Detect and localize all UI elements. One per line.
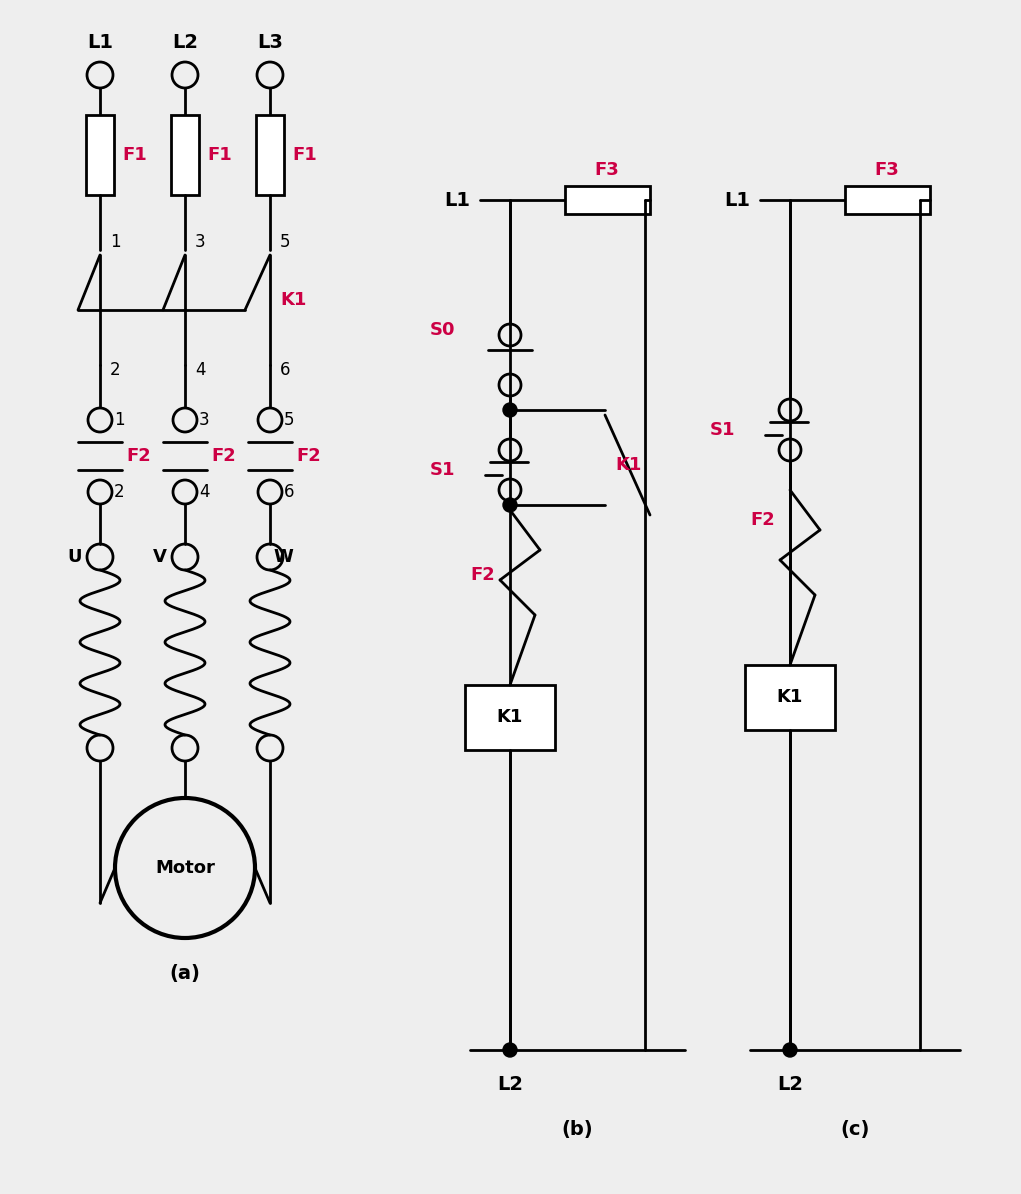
Bar — [465, 685, 555, 750]
Text: L2: L2 — [777, 1076, 803, 1095]
Text: K1: K1 — [280, 291, 306, 309]
Circle shape — [503, 498, 517, 512]
Text: (a): (a) — [169, 964, 200, 983]
Text: L2: L2 — [497, 1076, 523, 1095]
Text: F2: F2 — [126, 447, 151, 464]
Text: 2: 2 — [110, 361, 120, 378]
Text: F1: F1 — [121, 146, 147, 164]
Text: F3: F3 — [594, 161, 620, 179]
Text: 6: 6 — [280, 361, 291, 378]
Text: S1: S1 — [430, 461, 455, 479]
Text: 3: 3 — [199, 411, 209, 429]
Text: 5: 5 — [284, 411, 294, 429]
Text: K1: K1 — [615, 456, 641, 474]
Circle shape — [503, 1044, 517, 1057]
Text: K1: K1 — [497, 708, 523, 726]
Text: K1: K1 — [777, 688, 804, 706]
Text: 1: 1 — [110, 233, 120, 251]
Text: F3: F3 — [875, 161, 900, 179]
Text: 3: 3 — [195, 233, 205, 251]
Text: 2: 2 — [114, 484, 125, 501]
Circle shape — [783, 1044, 797, 1057]
Text: U: U — [67, 548, 82, 566]
Text: W: W — [273, 548, 293, 566]
Text: L2: L2 — [172, 32, 198, 51]
Text: 5: 5 — [280, 233, 291, 251]
Text: L1: L1 — [724, 191, 750, 209]
Text: F2: F2 — [471, 566, 495, 584]
Text: 1: 1 — [114, 411, 125, 429]
Text: L3: L3 — [257, 32, 283, 51]
Text: 4: 4 — [199, 484, 209, 501]
Text: F2: F2 — [211, 447, 236, 464]
Bar — [745, 665, 835, 730]
Bar — [565, 186, 650, 214]
Text: Motor: Motor — [155, 858, 215, 878]
Text: S0: S0 — [430, 321, 455, 339]
Text: (c): (c) — [840, 1120, 870, 1139]
Text: L1: L1 — [444, 191, 470, 209]
Bar — [86, 115, 114, 195]
Text: F2: F2 — [750, 511, 775, 529]
Text: L1: L1 — [87, 32, 113, 51]
Text: F2: F2 — [296, 447, 321, 464]
Text: 6: 6 — [284, 484, 294, 501]
Text: V: V — [153, 548, 167, 566]
Text: F1: F1 — [292, 146, 317, 164]
Circle shape — [503, 404, 517, 417]
Text: S1: S1 — [710, 421, 735, 439]
Bar — [256, 115, 284, 195]
Bar — [171, 115, 199, 195]
Text: (b): (b) — [562, 1120, 593, 1139]
Text: 4: 4 — [195, 361, 205, 378]
Bar — [845, 186, 930, 214]
Text: F1: F1 — [207, 146, 232, 164]
